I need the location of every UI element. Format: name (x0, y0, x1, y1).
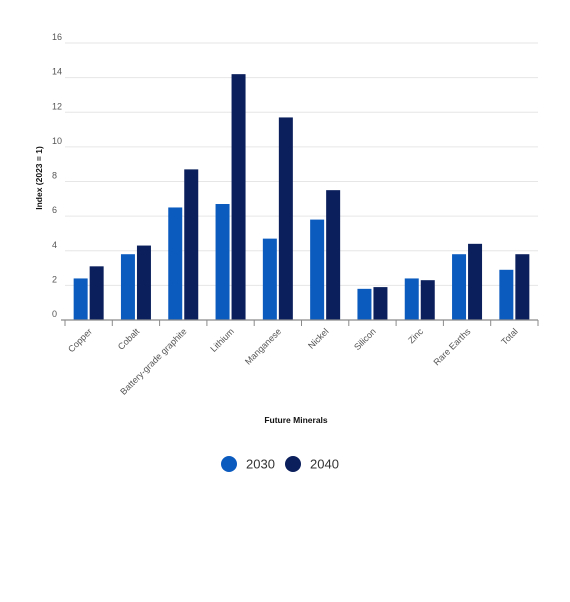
bar-2030-battery-grade-graphite (168, 207, 183, 320)
bar-2030-nickel (310, 219, 325, 320)
y-tick-label: 0 (52, 309, 57, 319)
x-tick-label: Silicon (352, 326, 378, 352)
bar-2040-lithium (231, 74, 246, 320)
y-axis-ticks: 0 2 4 6 8 10 12 14 16 (52, 32, 62, 319)
y-tick-label: 6 (52, 205, 57, 215)
x-axis (61, 319, 539, 326)
y-tick-label: 12 (52, 101, 62, 111)
y-tick-label: 4 (52, 240, 57, 250)
legend-label-2030: 2030 (246, 457, 275, 472)
x-tick-label: Nickel (306, 326, 330, 350)
legend-marker-2030 (221, 456, 237, 472)
y-axis-title: Index (2023 = 1) (34, 146, 44, 210)
legend: 2030 2040 (221, 456, 339, 472)
bar-2040-cobalt (136, 245, 151, 320)
x-tick-label: Copper (66, 326, 94, 354)
x-tick-label: Rare Earths (431, 326, 472, 367)
y-tick-label: 16 (52, 32, 62, 42)
y-tick-label: 2 (52, 274, 57, 284)
bar-2030-manganese (262, 238, 277, 320)
x-tick-label: Zinc (406, 326, 425, 345)
y-tick-label: 8 (52, 171, 57, 181)
y-tick-label: 14 (52, 67, 62, 77)
bar-2040-silicon (373, 287, 388, 320)
x-tick-label: Total (499, 326, 520, 347)
bar-2030-silicon (357, 288, 372, 320)
bar-2040-manganese (278, 117, 293, 320)
bar-2030-copper (73, 278, 88, 320)
x-tick-label: Manganese (243, 326, 283, 366)
bar-2040-rare-earths (468, 243, 483, 320)
bar-2040-copper (89, 266, 104, 320)
legend-label-2040: 2040 (310, 457, 339, 472)
bar-2040-zinc (420, 280, 435, 320)
x-axis-title: Future Minerals (264, 415, 328, 425)
bar-2030-rare-earths (452, 254, 467, 320)
bar-2030-lithium (215, 204, 230, 320)
bars (73, 74, 530, 320)
bar-2030-total (499, 269, 514, 320)
y-tick-label: 10 (52, 136, 62, 146)
bar-2040-nickel (326, 190, 341, 320)
bar-2030-zinc (404, 278, 419, 320)
x-tick-label: Cobalt (116, 326, 142, 352)
bar-2040-total (515, 254, 530, 320)
legend-marker-2040 (285, 456, 301, 472)
x-tick-label: Lithium (208, 326, 236, 354)
bar-2040-battery-grade-graphite (184, 169, 199, 320)
gridlines (65, 42, 538, 286)
bar-2030-cobalt (120, 254, 135, 320)
